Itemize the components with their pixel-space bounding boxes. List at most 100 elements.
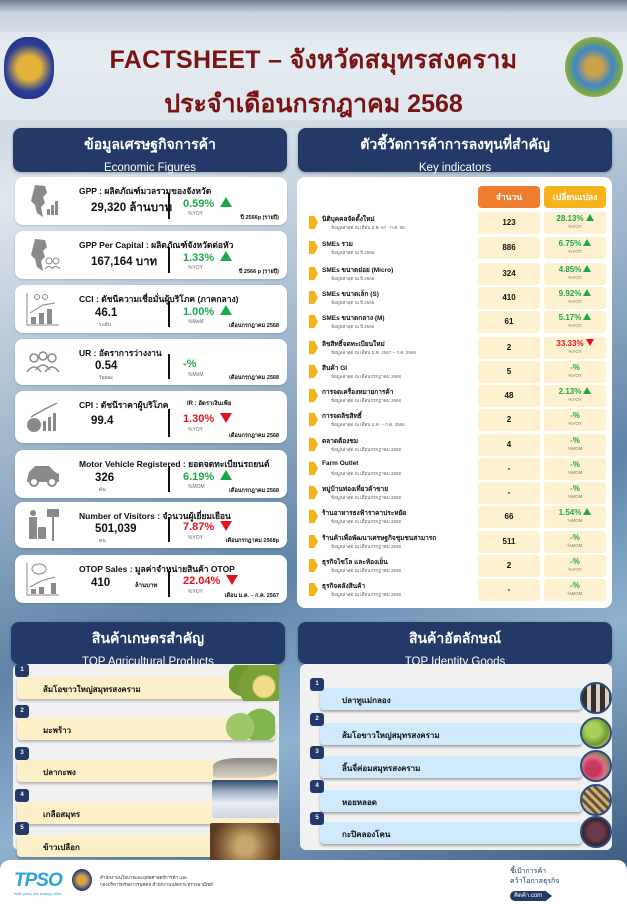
- indicator-change: 6.75% %YOY: [544, 237, 606, 259]
- card-basis: %MoM: [188, 319, 204, 325]
- divider: [168, 301, 170, 327]
- indicator-row: Farm Outlet ข้อมูลล่าสุด ณ เดือนกรกฎาคม 2…: [297, 458, 612, 482]
- indicator-basis: %YOY: [568, 373, 582, 378]
- card-period: ปี 2566p (รายปี): [240, 215, 279, 221]
- chevron-right-icon: [309, 413, 318, 426]
- percent-value: 1.54%: [558, 508, 582, 517]
- indicator-row: ธุรกิจไซโล และห้องเย็น ข้อมูลล่าสุด ณ เดื…: [297, 555, 612, 579]
- percent-value: 7.87%: [183, 521, 215, 533]
- card-label: Number of Visitors : จำนวนผู้เยี่ยมเยือน: [79, 511, 231, 521]
- trend-up-icon: [220, 305, 233, 315]
- product-name: ลิ้นจี่ค่อมสมุทรสงคราม: [342, 764, 421, 773]
- paddy-rice-image: [210, 823, 280, 861]
- percent-value: -%: [570, 484, 580, 493]
- indicator-row: SMEs ขนาดย่อย (Micro) ข้อมูลล่าสุด ณ ปี 2…: [297, 263, 612, 287]
- chevron-right-icon: [309, 462, 318, 475]
- indicator-change: -% %YOY: [544, 409, 606, 431]
- product-name: เกลือสมุทร: [43, 810, 81, 819]
- trend-down-icon: [226, 575, 239, 585]
- agri-heading-th: สินค้าเกษตรสำคัญ: [91, 630, 205, 646]
- card-basis: %YOY: [188, 535, 204, 541]
- percent-value: 9.92%: [558, 289, 582, 298]
- indicator-percent: -%: [544, 581, 606, 590]
- indicator-name: ลิขสิทธิ์จดทะเบียนใหม่: [322, 341, 385, 348]
- identity-heading-th: สินค้าอัตลักษณ์: [408, 630, 502, 646]
- indicator-percent: 1.54%: [544, 508, 606, 517]
- org-line-2: กองบริหารทรัพยากรบุคคล สำนักงานปลัดกระทร…: [100, 882, 213, 887]
- indicator-percent: -%: [544, 484, 606, 493]
- trend-up-icon: [220, 251, 233, 261]
- trend-down-icon: [585, 339, 594, 346]
- rank-badge: 5: [15, 822, 29, 835]
- divider: [168, 409, 170, 437]
- indicator-row: การจดลิขสิทธิ์ ข้อมูลล่าสุด ณ เดือน ม.ค. …: [297, 409, 612, 433]
- indicator-percent: -%: [544, 533, 606, 542]
- indicator-percent: -%: [544, 411, 606, 420]
- card-basis: %YOY: [188, 427, 204, 433]
- product-name: ส้มโอขาวใหญ่สมุทรสงคราม: [43, 685, 141, 694]
- count-column-header: จำนวน: [478, 186, 540, 208]
- indicator-basis: %YOY: [568, 275, 582, 280]
- card-basis: %YOY: [188, 211, 204, 217]
- trend-up-icon: [583, 387, 592, 394]
- card-percent: 1.30%: [183, 413, 233, 425]
- key-indicators-header: ตัวชี้วัดการค้าการลงทุนที่สำคัญ Key indi…: [298, 128, 612, 174]
- chevron-right-icon: [309, 438, 318, 451]
- card-basis: %YOY: [188, 265, 204, 271]
- percent-value: 0.59%: [183, 198, 215, 210]
- card-label: UR : อัตราการว่างงาน: [79, 348, 162, 358]
- card-percent: 6.19%: [183, 470, 233, 483]
- percent-value: 28.13%: [556, 214, 584, 223]
- sea-salt-image: [212, 780, 278, 818]
- identity-good-item: 1 ปลาทูแม่กลอง: [310, 678, 612, 714]
- percent-value: 4.85%: [558, 265, 582, 274]
- trend-down-icon: [220, 413, 233, 423]
- indicator-name: ธุรกิจไซโล และห้องเย็น: [322, 559, 388, 566]
- indicator-source: ข้อมูลล่าสุด ณ เดือนกรกฎาคม 2568: [331, 398, 402, 403]
- indicator-basis: %MOM: [567, 543, 583, 548]
- indicator-percent: -%: [544, 460, 606, 469]
- trend-up-icon: [583, 313, 592, 320]
- chevron-right-icon: [309, 267, 318, 280]
- card-percent: -%: [183, 358, 196, 370]
- indicator-count: -: [478, 482, 540, 504]
- percent-value: 1.00%: [183, 306, 215, 318]
- indicator-count: 5: [478, 361, 540, 383]
- product-name: ข้าวเปลือก: [43, 843, 80, 852]
- identity-good-item: 3 ลิ้นจี่ค่อมสมุทรสงคราม: [310, 746, 612, 782]
- card-label: GPP Per Capital : ผลิตภัณฑ์จังหวัดต่อหัว: [79, 240, 234, 250]
- trend-up-icon: [583, 239, 592, 246]
- economic-heading-en: Economic Figures: [103, 162, 197, 174]
- agri-product-item: 4 เกลือสมุทร: [15, 780, 278, 824]
- trend-up-icon: [583, 289, 592, 296]
- kidkha-link[interactable]: คิดค้า.com: [510, 891, 552, 901]
- percent-value: -%: [570, 557, 580, 566]
- indicator-row: ธุรกิจคลังสินค้า ข้อมูลล่าสุด ณ เดือนกรกฎ…: [297, 579, 612, 603]
- indicator-source: ข้อมูลล่าสุด ณ ปี 2566: [331, 324, 375, 329]
- people-growth-chart-icon: [25, 291, 61, 327]
- economic-card: CCI : ดัชนีความเชื่อมั่นผู้บริโภค (ภาคกล…: [15, 285, 287, 333]
- card-basis: %YOY: [188, 589, 204, 595]
- indicator-source: ข้อมูลล่าสุด ณ เดือนกรกฎาคม 2568: [331, 374, 402, 379]
- basket-chart-icon: [25, 561, 61, 597]
- indicator-name: SMEs ขนาดย่อย (Micro): [322, 267, 394, 274]
- key-indicators-panel: จำนวน เปลี่ยนแปลง นิติบุคคลจัดตั้งใหม่ ข้…: [297, 177, 612, 608]
- percent-value: -%: [570, 533, 580, 542]
- card-percent: 1.00%: [183, 305, 233, 318]
- identity-good-item: 2 ส้มโอขาวใหญ่สมุทรสงคราม: [310, 713, 612, 749]
- card-unit: คัน: [99, 487, 106, 493]
- indicator-percent: 28.13%: [544, 214, 606, 223]
- trend-up-icon: [220, 470, 233, 480]
- indicator-row: การจดเครื่องหมายการค้า ข้อมูลล่าสุด ณ เดื…: [297, 385, 612, 409]
- indicator-row: ร้านค้าเพื่อพัฒนาเศรษฐกิจชุมชนสามารถ ข้อม…: [297, 531, 612, 555]
- indicator-count: 324: [478, 263, 540, 285]
- agri-products-header: สินค้าเกษตรสำคัญ TOP Agricultural Produc…: [11, 622, 285, 668]
- economic-heading-th: ข้อมูลเศรษฐกิจการค้า: [84, 136, 216, 152]
- card-period: เดือนกรกฎาคม 2568: [229, 433, 279, 439]
- divider: [168, 354, 170, 379]
- indicator-source: ข้อมูลล่าสุด ณ เดือนกรกฎาคม 2568: [331, 471, 402, 476]
- indicator-row: หมู่บ้านท่องเที่ยวค้าขาย ข้อมูลล่าสุด ณ เ…: [297, 482, 612, 506]
- indicator-name: SMEs รวม: [322, 241, 353, 248]
- trend-up-icon: [585, 214, 594, 221]
- percent-value: 5.17%: [558, 313, 582, 322]
